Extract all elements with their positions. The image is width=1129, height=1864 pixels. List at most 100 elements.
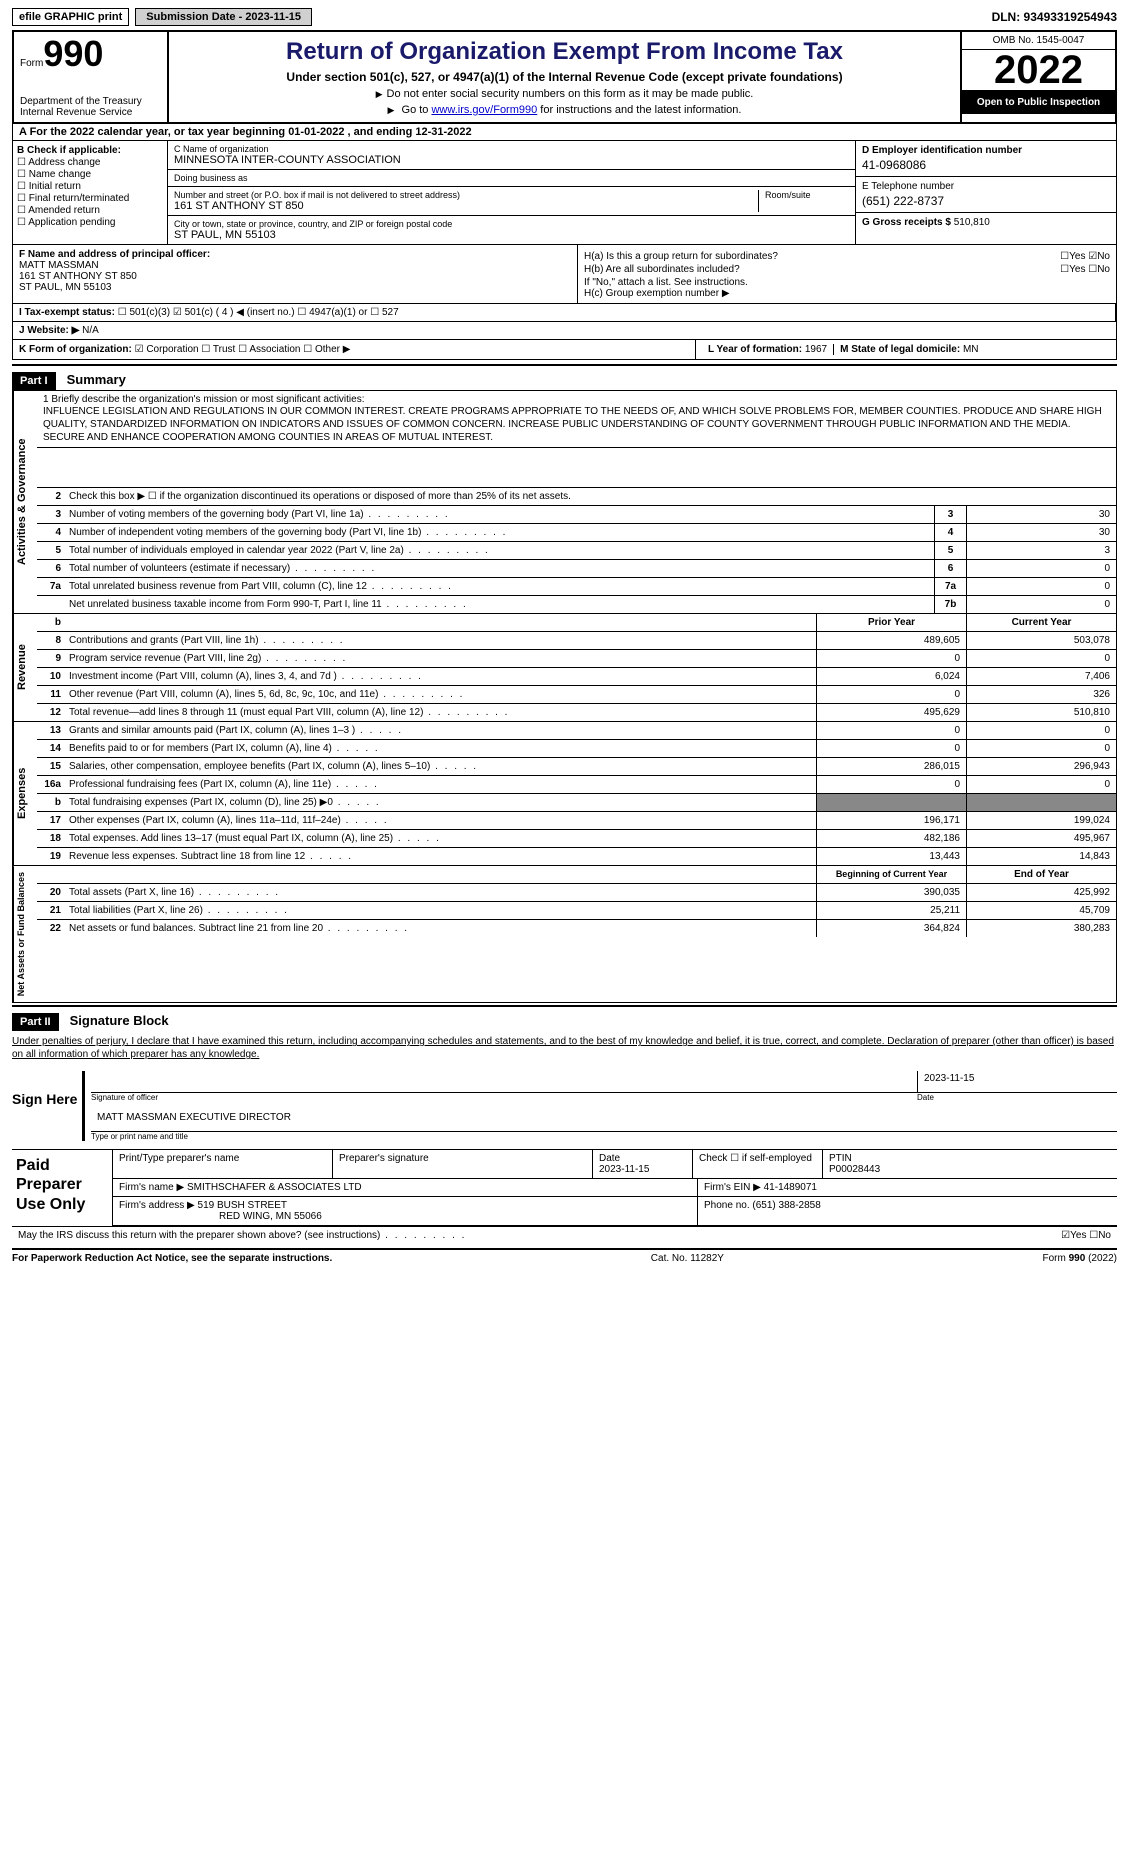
prior-val: 0	[816, 776, 966, 793]
line-text: Other expenses (Part IX, column (A), lin…	[65, 812, 816, 829]
rev-hdr-b: b	[37, 614, 65, 631]
org-other[interactable]: ☐ Other ▶	[303, 344, 350, 355]
side-expenses: Expenses	[13, 722, 37, 865]
org-corp[interactable]: ☑ Corporation	[135, 344, 199, 355]
line-num: 5	[37, 542, 65, 559]
state-domicile: MN	[963, 344, 979, 355]
begin-val: 364,824	[816, 920, 966, 937]
prep-print-hdr: Print/Type preparer's name	[113, 1150, 333, 1178]
line-text: Other revenue (Part VIII, column (A), li…	[65, 686, 816, 703]
prior-val	[816, 794, 966, 811]
governance-block: Activities & Governance 1 Briefly descri…	[12, 390, 1117, 614]
line-num: 18	[37, 830, 65, 847]
part-i-label: Part I	[12, 372, 56, 390]
open-inspection: Open to Public Inspection	[962, 91, 1115, 114]
line-text: Number of voting members of the governin…	[65, 506, 934, 523]
part-ii-title: Signature Block	[62, 1013, 169, 1028]
prep-sig-hdr: Preparer's signature	[333, 1150, 593, 1178]
line-num: 17	[37, 812, 65, 829]
line-num: 9	[37, 650, 65, 667]
state-domicile-label: M State of legal domicile:	[840, 344, 960, 355]
current-val: 0	[966, 650, 1116, 667]
may-discuss-text: May the IRS discuss this return with the…	[18, 1230, 1061, 1241]
may-discuss-yn[interactable]: Yes No	[1061, 1230, 1111, 1241]
ein-value: 41-0968086	[862, 158, 1110, 172]
line-key: 7a	[934, 578, 966, 595]
name-caption: Type or print name and title	[91, 1132, 1117, 1141]
status-501c3[interactable]: 501(c)(3)	[118, 307, 170, 318]
firm-name: SMITHSCHAFER & ASSOCIATES LTD	[187, 1182, 362, 1193]
part-i-title: Summary	[59, 372, 126, 387]
form-header: Form990 Department of the Treasury Inter…	[12, 30, 1117, 124]
status-501c[interactable]: 501(c) ( 4 ) ◀ (insert no.)	[173, 307, 295, 318]
line-text: Total revenue—add lines 8 through 11 (mu…	[65, 704, 816, 721]
current-val: 14,843	[966, 848, 1116, 865]
rev-hdr-prior: Prior Year	[816, 614, 966, 631]
header-right: OMB No. 1545-0047 2022 Open to Public In…	[960, 32, 1115, 122]
check-address-change[interactable]: Address change	[17, 157, 163, 168]
rev-hdr-current: Current Year	[966, 614, 1116, 631]
ha-label: H(a) Is this a group return for subordin…	[584, 251, 778, 262]
check-name-change[interactable]: Name change	[17, 169, 163, 180]
mission-blank	[37, 448, 1116, 488]
current-val: 326	[966, 686, 1116, 703]
officer-addr1: 161 ST ANTHONY ST 850	[19, 271, 571, 282]
na-hdr-begin: Beginning of Current Year	[816, 866, 966, 883]
expenses-block: Expenses 13 Grants and similar amounts p…	[12, 722, 1117, 866]
irs-link[interactable]: www.irs.gov/Form990	[431, 104, 537, 116]
form-note-link: Go to www.irs.gov/Form990 for instructio…	[177, 104, 952, 116]
line-val: 30	[966, 506, 1116, 523]
status-4947[interactable]: 4947(a)(1) or	[297, 307, 367, 318]
line-val: 3	[966, 542, 1116, 559]
prep-date-hdr: Date	[599, 1153, 620, 1164]
line-num: 7a	[37, 578, 65, 595]
row-klm: K Form of organization: ☑ Corporation ☐ …	[12, 340, 1117, 360]
identity-block: B Check if applicable: Address change Na…	[12, 141, 1117, 245]
ptin-value: P00028443	[829, 1164, 880, 1175]
hb-yes-no[interactable]: Yes No	[1060, 264, 1110, 275]
end-val: 425,992	[966, 884, 1116, 901]
org-assoc[interactable]: ☐ Association	[238, 344, 300, 355]
current-val: 0	[966, 776, 1116, 793]
prior-val: 286,015	[816, 758, 966, 775]
org-trust[interactable]: ☐ Trust	[201, 344, 235, 355]
check-final-return[interactable]: Final return/terminated	[17, 193, 163, 204]
check-app-pending[interactable]: Application pending	[17, 217, 163, 228]
line-num: 6	[37, 560, 65, 577]
check-initial-return[interactable]: Initial return	[17, 181, 163, 192]
sig-caption: Signature of officer	[91, 1093, 917, 1102]
form-subtitle: Under section 501(c), 527, or 4947(a)(1)…	[177, 70, 952, 84]
line-val: 0	[966, 596, 1116, 613]
line-val: 0	[966, 578, 1116, 595]
check-amended[interactable]: Amended return	[17, 205, 163, 216]
addr-value: 161 ST ANTHONY ST 850	[174, 200, 752, 212]
form-990-page: efile GRAPHIC print Submission Date - 20…	[0, 0, 1129, 1272]
end-val: 380,283	[966, 920, 1116, 937]
line-2: Check this box ▶ ☐ if the organization d…	[65, 488, 1116, 505]
submission-date-button[interactable]: Submission Date - 2023-11-15	[135, 8, 312, 26]
mission-text: INFLUENCE LEGISLATION AND REGULATIONS IN…	[43, 405, 1110, 444]
status-527[interactable]: 527	[370, 307, 398, 318]
prior-val: 196,171	[816, 812, 966, 829]
prior-val: 0	[816, 740, 966, 757]
begin-val: 390,035	[816, 884, 966, 901]
sign-date: 2023-11-15	[917, 1071, 1117, 1092]
form-org-label: K Form of organization:	[19, 344, 132, 355]
section-a-period: A For the 2022 calendar year, or tax yea…	[12, 124, 1117, 141]
dba-label: Doing business as	[174, 173, 849, 183]
line-text: Net unrelated business taxable income fr…	[65, 596, 934, 613]
footer-right: Form 990 (2022)	[1043, 1253, 1117, 1264]
officer-name-title: MATT MASSMAN EXECUTIVE DIRECTOR	[91, 1110, 297, 1131]
efile-print-button[interactable]: efile GRAPHIC print	[12, 8, 129, 26]
line-text: Total liabilities (Part X, line 26)	[65, 902, 816, 919]
header-left: Form990 Department of the Treasury Inter…	[14, 32, 169, 122]
line-val: 30	[966, 524, 1116, 541]
ptin-hdr: PTIN	[829, 1153, 852, 1164]
prior-val: 13,443	[816, 848, 966, 865]
top-toolbar: efile GRAPHIC print Submission Date - 20…	[12, 8, 1117, 26]
ha-yes-no[interactable]: Yes No	[1060, 251, 1110, 262]
prep-self-emp[interactable]: Check ☐ if self-employed	[693, 1150, 823, 1178]
line-text: Total number of volunteers (estimate if …	[65, 560, 934, 577]
line-num: b	[37, 794, 65, 811]
line-num: 13	[37, 722, 65, 739]
